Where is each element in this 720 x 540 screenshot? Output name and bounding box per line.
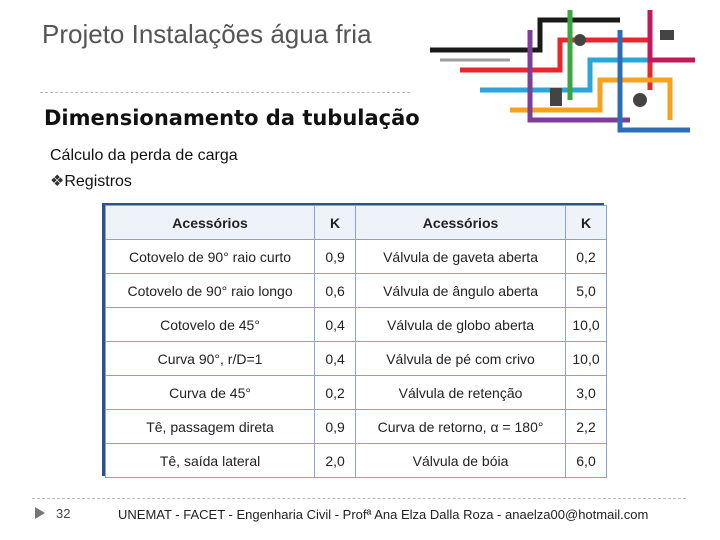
accessory: Válvula de retenção: [355, 375, 566, 410]
table-row: Cotovelo de 90° raio curto 0,9 Válvula de …: [104, 239, 607, 274]
table-row: Tê, saída lateral 2,0 Válvula de bóia 6,0: [104, 443, 607, 478]
table-row: Tê, passagem direta 0,9 Curva de retorno, …: [104, 409, 607, 444]
subtitle: Dimensionamento da tubulação: [44, 106, 420, 130]
k-value: 0,9: [314, 409, 357, 444]
k-value: 0,2: [565, 239, 607, 274]
column-header: Acessórios: [355, 205, 566, 240]
footer-divider: [32, 498, 686, 499]
accessory: Válvula de gaveta aberta: [355, 239, 566, 274]
accessory: Cotovelo de 45°: [104, 307, 316, 342]
k-value: 10,0: [565, 307, 607, 342]
table-row: Curva 90°, r/D=1 0,4 Válvula de pé com cri…: [104, 341, 607, 376]
accessory: Cotovelo de 90° raio longo: [104, 273, 316, 308]
accessory: Tê, passagem direta: [104, 409, 316, 444]
accessory: Curva de 45°: [104, 375, 316, 410]
title: Projeto Instalações água fria: [42, 19, 372, 49]
accessory: Válvula de globo aberta: [355, 307, 566, 342]
table-row: Cotovelo de 90° raio longo 0,6 Válvula de …: [104, 273, 607, 308]
k-value: 2,0: [314, 443, 357, 478]
k-value: 5,0: [565, 273, 607, 308]
bullet: Registros: [64, 173, 132, 190]
k-value: 0,4: [314, 307, 357, 342]
column-header: Acessórios: [104, 205, 316, 240]
accessory: Válvula de pé com crivo: [355, 341, 566, 376]
footer-arrow: [35, 507, 45, 519]
accessory: Cotovelo de 90° raio curto: [104, 239, 316, 274]
divider: [40, 92, 410, 93]
k-value: 6,0: [565, 443, 607, 478]
bullet: Cálculo da perda de carga: [50, 147, 238, 164]
k-value: 0,9: [314, 239, 357, 274]
k-value: 0,6: [314, 273, 357, 308]
accessory: Válvula de ângulo aberta: [355, 273, 566, 308]
table-row: Curva de 45° 0,2 Válvula de retenção 3,0: [104, 375, 607, 410]
table-row: Cotovelo de 45° 0,4 Válvula de globo abert…: [104, 307, 607, 342]
footer-text: UNEMAT - FACET - Engenharia Civil - Prof…: [118, 507, 649, 522]
column-header: K: [565, 205, 607, 240]
bullet-row: ❖Registros: [50, 173, 132, 190]
accessory: Válvula de bóia: [355, 443, 566, 478]
page-number: 32: [56, 506, 71, 521]
k-value: 10,0: [565, 341, 607, 376]
k-value: 0,2: [314, 375, 357, 410]
accessory: Curva de retorno, α = 180°: [355, 409, 566, 444]
accessory: Tê, saída lateral: [104, 443, 316, 478]
accessory: Curva 90°, r/D=1: [104, 341, 316, 376]
k-value: 2,2: [565, 409, 607, 444]
k-value: 0,4: [314, 341, 357, 376]
column-header: K: [314, 205, 357, 240]
k-table: Acessórios K Acessórios K Cotovelo de 90° ra…: [104, 205, 607, 478]
k-value: 3,0: [565, 375, 607, 410]
plumbing-illustration: [430, 10, 695, 133]
